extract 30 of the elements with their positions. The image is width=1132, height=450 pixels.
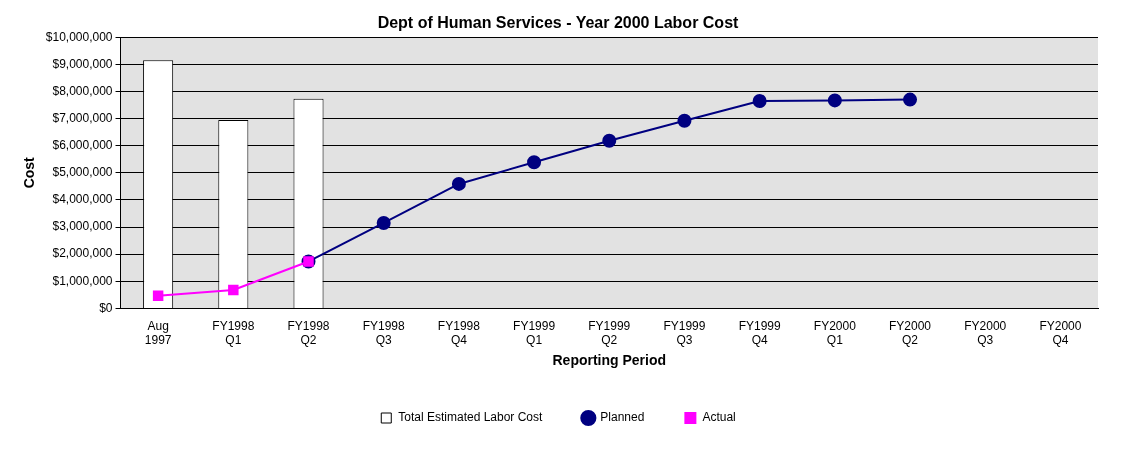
x-tick-label: FY1998 Q2 — [287, 318, 330, 348]
legend-label: Actual — [702, 410, 736, 425]
y-tick-label: $1,000,000 — [52, 273, 113, 288]
x-tick-label: FY1999 Q2 — [588, 318, 631, 348]
y-tick-label: $10,000,000 — [45, 29, 113, 44]
x-tick-label: FY1999 Q4 — [738, 318, 781, 348]
legend-label: Total Estimated Labor Cost — [398, 410, 544, 425]
legend-label: Planned — [600, 410, 645, 425]
y-tick-label: $5,000,000 — [52, 165, 113, 180]
y-tick-label: $3,000,000 — [52, 219, 113, 234]
y-tick-label: $8,000,000 — [52, 83, 113, 98]
x-tick-label: FY1999 Q3 — [663, 318, 706, 348]
x-tick-label: FY2000 Q2 — [889, 318, 932, 348]
x-tick-label: FY1999 Q1 — [513, 318, 556, 348]
x-axis-title: Reporting Period — [552, 352, 667, 369]
y-tick-label: $6,000,000 — [52, 137, 113, 152]
y-tick-label: $7,000,000 — [52, 110, 113, 125]
y-tick-label: $0 — [99, 300, 113, 315]
y-axis-title: Cost — [21, 156, 38, 189]
x-tick-label: FY1998 Q1 — [212, 318, 255, 348]
y-tick-label: $9,000,000 — [52, 56, 113, 71]
x-tick-label: FY2000 Q3 — [964, 318, 1007, 348]
x-tick-label: FY1998 Q4 — [437, 318, 481, 348]
x-tick-label: FY1998 Q3 — [362, 318, 406, 348]
x-tick-label: FY2000 Q1 — [813, 318, 857, 348]
y-tick-label: $4,000,000 — [52, 192, 113, 207]
y-tick-label: $2,000,000 — [52, 246, 113, 261]
x-tick-label: FY2000 Q4 — [1039, 318, 1082, 348]
x-tick-label: Aug 1997 — [144, 318, 172, 348]
chart-title: Dept of Human Services - Year 2000 Labor Cost — [377, 14, 740, 32]
